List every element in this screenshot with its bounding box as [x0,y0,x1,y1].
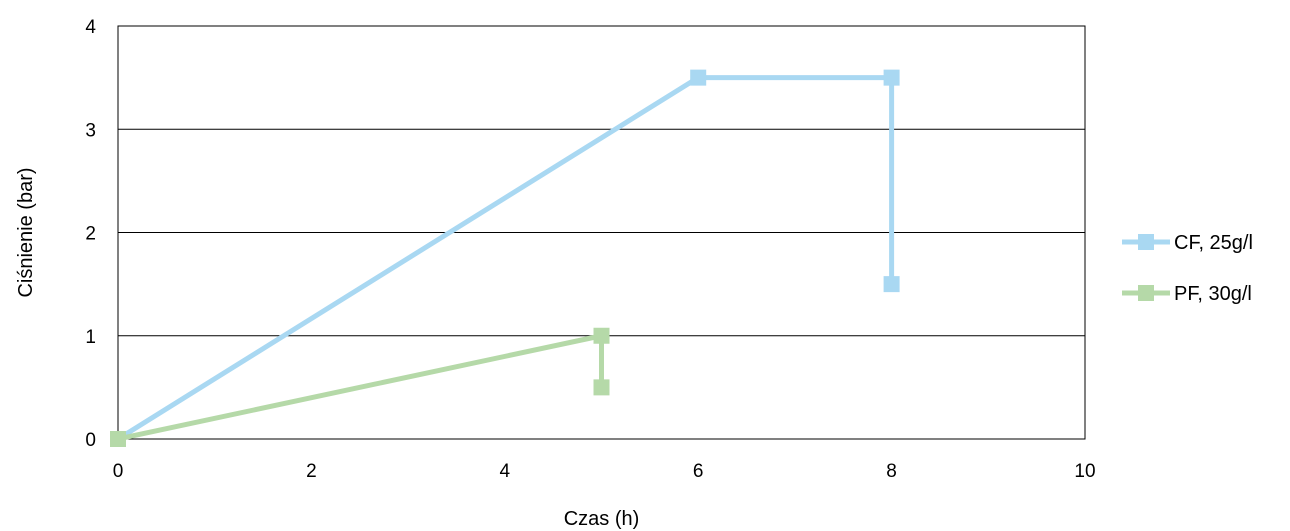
legend-label: PF, 30g/l [1174,283,1252,305]
grid-layer [118,128,1085,337]
x-tick-label: 8 [886,461,897,482]
x-tick-label: 4 [500,461,511,482]
y-tick-label: 2 [85,224,96,245]
y-axis-ticks: 0 1 2 3 4 [85,17,96,451]
x-tick-label: 6 [693,461,704,482]
data-point [110,431,126,447]
series-line [116,75,895,442]
series-layer [110,69,900,447]
x-tick-label: 10 [1074,461,1095,482]
legend-swatch-marker [1138,234,1154,250]
data-point [883,276,900,293]
y-axis-title: Ciśnienie (bar) [15,167,37,297]
data-point [593,379,610,396]
x-tick-label: 0 [113,461,124,482]
y-tick-label: 3 [85,120,96,141]
legend-item: CF, 25g/l [1122,232,1253,254]
x-axis-ticks: 0 2 4 6 8 10 [113,461,1096,482]
y-tick-label: 0 [85,430,96,451]
legend: CF, 25g/l PF, 30g/l [1122,232,1253,305]
series-0 [110,69,900,447]
series-1 [110,327,610,447]
x-tick-label: 2 [306,461,317,482]
y-tick-label: 4 [85,17,96,38]
legend-item: PF, 30g/l [1122,283,1252,305]
data-point [690,69,707,86]
y-tick-label: 1 [85,327,96,348]
legend-label: CF, 25g/l [1174,232,1253,254]
data-point [883,69,900,86]
legend-swatch-marker [1138,285,1154,301]
plot-area-frame [117,25,1086,440]
x-axis-title: Czas (h) [564,508,640,530]
series-line [117,333,604,442]
data-point [593,327,610,344]
